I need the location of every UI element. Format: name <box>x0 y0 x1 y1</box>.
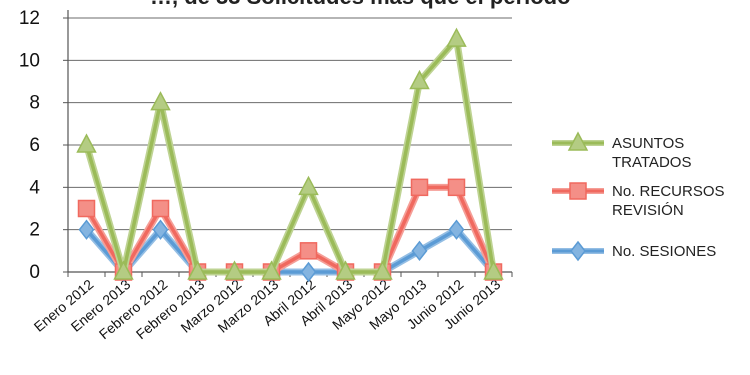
legend-item: No. SESIONES <box>552 240 716 262</box>
data-point-triangle <box>372 260 393 280</box>
legend-marker-square <box>569 182 587 200</box>
chart-title: …, de 33 Solicitudes más que el periodo <box>150 0 571 9</box>
data-point-triangle <box>483 260 504 280</box>
legend-label: No. RECURSOS <box>612 183 725 200</box>
series-lines <box>76 27 504 283</box>
y-tick-label: 10 <box>19 50 40 71</box>
legend-label: ASUNTOS <box>612 135 684 152</box>
data-point-square <box>447 178 466 197</box>
data-point-square <box>410 178 429 197</box>
data-point-diamond <box>152 219 169 240</box>
data-point-diamond <box>411 240 428 262</box>
series-line <box>85 227 495 274</box>
data-point-triangle <box>261 260 282 280</box>
data-point-triangle <box>76 133 97 153</box>
data-point-triangle <box>187 260 208 280</box>
data-point-square <box>77 199 96 218</box>
y-tick-label: 4 <box>29 177 40 198</box>
legend-marker-triangle <box>567 131 589 151</box>
data-point-triangle <box>113 260 134 280</box>
data-point-triangle <box>409 69 430 90</box>
legend: ASUNTOS TRATADOS No. RECURSOS REVISIÓN No. S… <box>552 131 725 262</box>
data-point-triangle <box>150 91 171 111</box>
series-line <box>84 37 496 274</box>
y-tick-label: 0 <box>29 262 40 283</box>
data-point-triangle <box>446 27 467 47</box>
data-point-triangle <box>224 260 245 280</box>
legend-label: TRATADOS <box>612 154 691 171</box>
data-point-square <box>151 199 170 218</box>
data-point-square <box>299 242 318 260</box>
series-triangle <box>76 27 504 280</box>
y-tick-label: 6 <box>29 135 40 156</box>
data-point-triangle <box>335 260 356 280</box>
legend-label: No. SESIONES <box>612 243 716 260</box>
y-tick-label: 8 <box>29 93 40 114</box>
legend-item: ASUNTOS TRATADOS <box>552 131 691 171</box>
data-point-triangle <box>298 175 319 196</box>
legend-item: No. RECURSOS REVISIÓN <box>552 182 725 219</box>
data-point-diamond <box>448 219 465 240</box>
y-tick-label: 2 <box>29 220 40 241</box>
legend-label: REVISIÓN <box>612 202 684 219</box>
data-point-diamond <box>300 261 317 283</box>
legend-marker-diamond <box>570 240 586 262</box>
data-point-diamond <box>78 219 95 240</box>
y-tick-label: 12 <box>19 8 40 29</box>
